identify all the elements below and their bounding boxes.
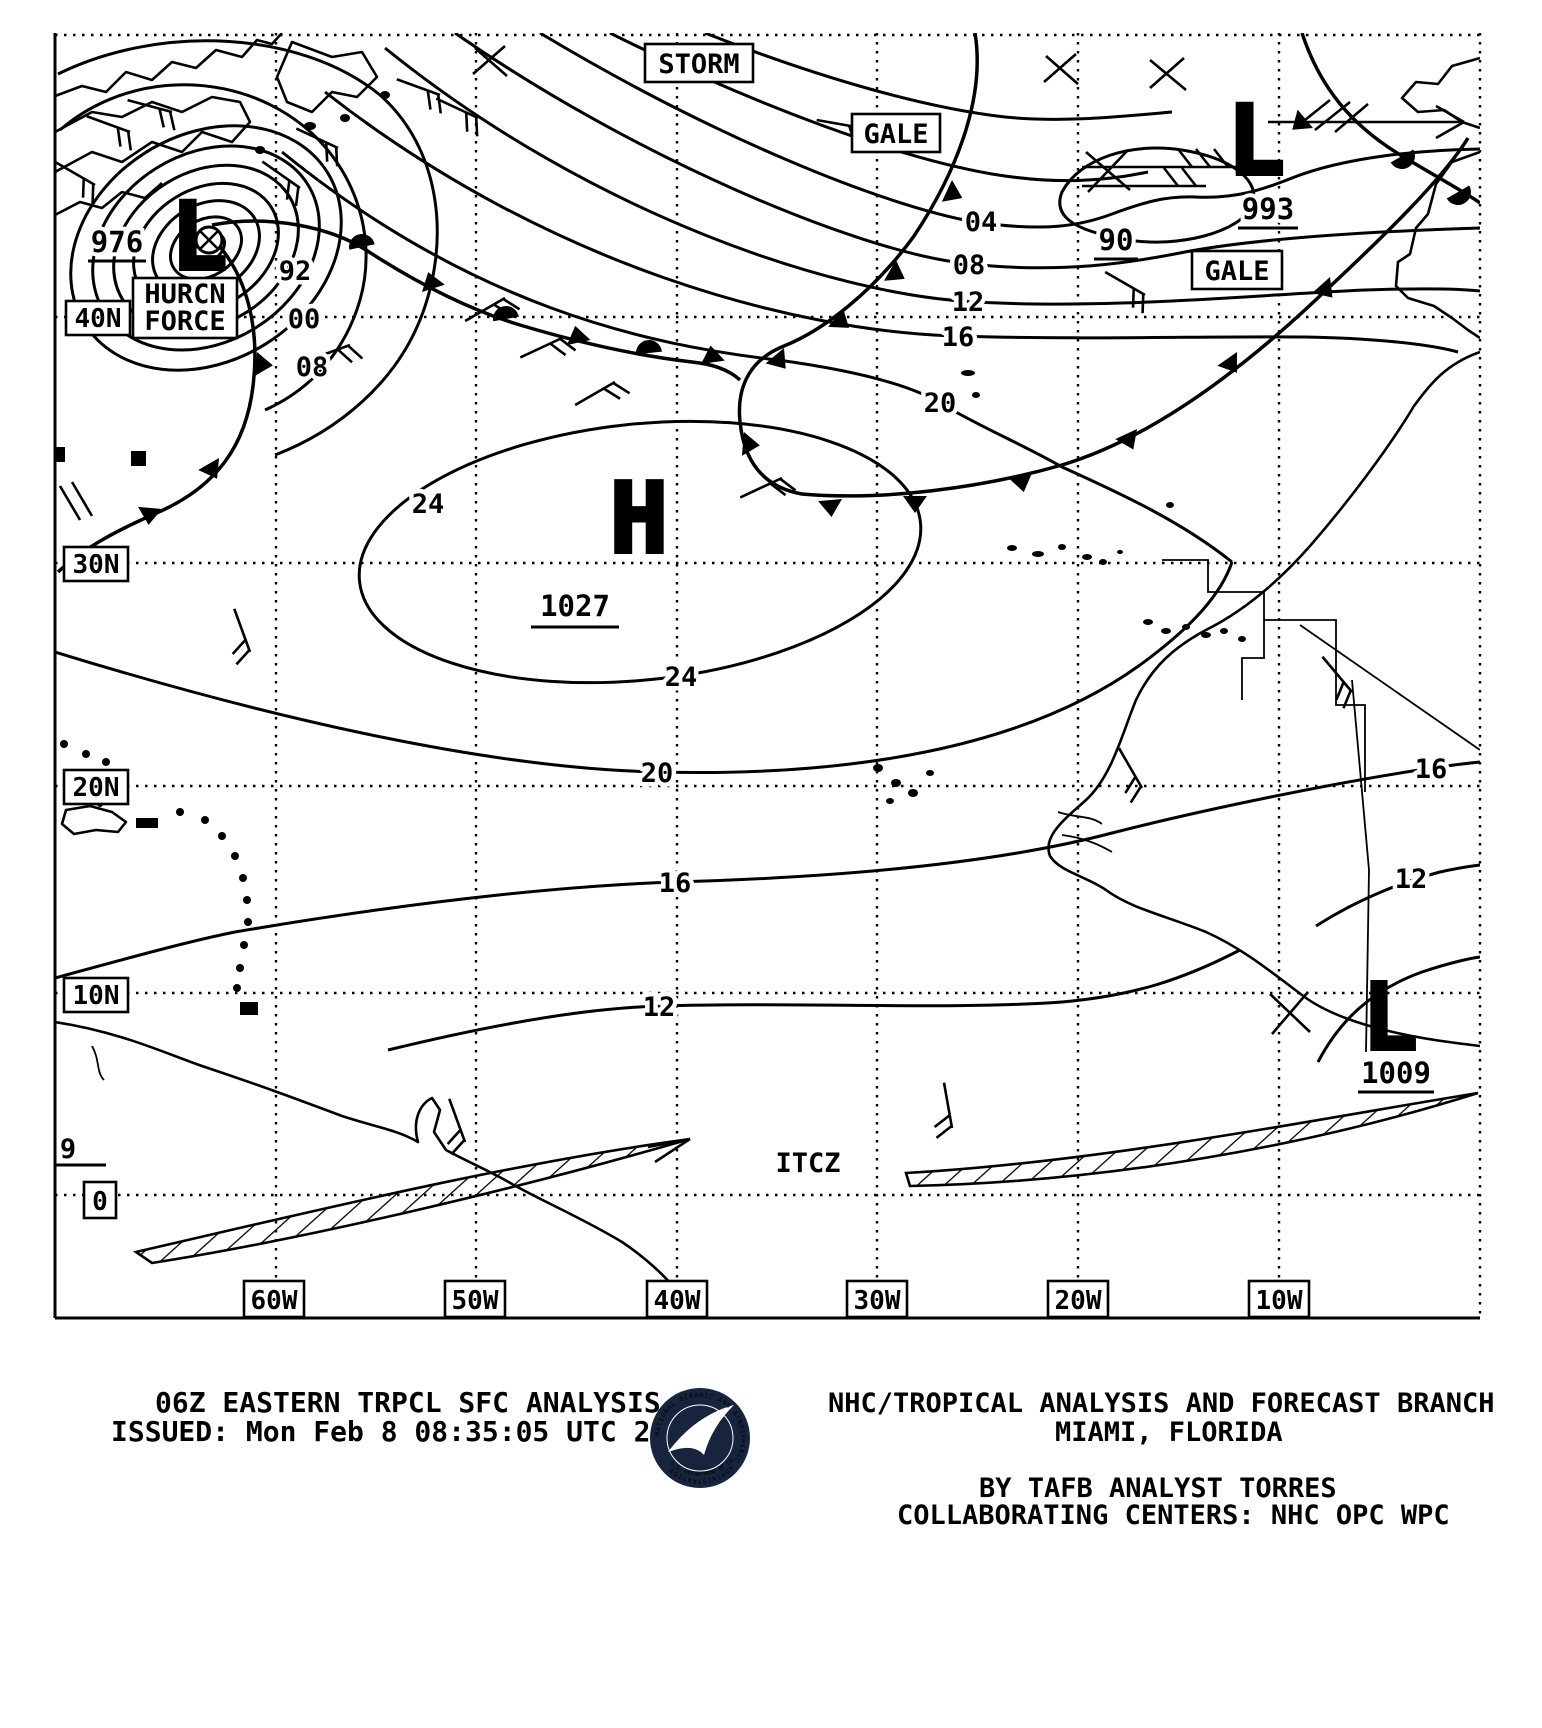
low-se-pressure: 1009 — [1361, 1056, 1431, 1090]
storm-label: STORM — [658, 49, 739, 80]
wind-barbs — [55, 77, 1358, 1156]
equator-label: 0 — [92, 1187, 108, 1217]
coastlines — [55, 33, 1480, 1318]
lon-40w-label: 40W — [654, 1286, 701, 1316]
isobar-label: 16 — [1415, 754, 1448, 785]
lon-30w-label: 30W — [854, 1286, 901, 1316]
hurricane-symbol — [194, 225, 224, 255]
cross-marks — [58, 45, 1311, 1035]
lat-30n-label: 30N — [73, 550, 120, 580]
gale-north-label: GALE — [863, 119, 928, 150]
noaa-bottom-text: U.S. DEPARTMENT OF COMMERCE — [0, 0, 735, 1478]
itcz-band — [132, 1091, 1479, 1265]
caption-collab-line: COLLABORATING CENTERS: NHC OPC WPC — [897, 1500, 1450, 1531]
graticule — [55, 33, 1480, 1318]
map-content: L 976 L 993 90 L 1009 H 1027 92 00 08 — [55, 33, 1480, 1318]
lon-50w-label: 50W — [452, 1286, 499, 1316]
caption-analyst-line: BY TAFB ANALYST TORRES — [979, 1473, 1337, 1504]
warning-labels: STORM GALE GALE HURCN FORCE — [131, 42, 1284, 340]
caption-agency-line2: MIAMI, FLORIDA — [1055, 1417, 1283, 1448]
high-pressure: 1027 — [540, 589, 610, 623]
pressure-systems: L 976 L 993 90 L 1009 H 1027 — [87, 83, 1435, 1094]
isobar-label: 12 — [1395, 864, 1428, 895]
lon-10w-label: 10W — [1256, 1286, 1303, 1316]
caption-title-line2: ISSUED: Mon Feb 8 08:35:05 UTC 2021 — [111, 1415, 701, 1448]
low-ne-symbol: L — [1227, 85, 1285, 197]
isobar-label: 92 — [279, 256, 312, 287]
isobar-label: 20 — [641, 758, 674, 789]
noaa-logo-icon: NATIONAL OCEANIC AND ATMOSPHERIC ADMINIS… — [0, 0, 750, 1488]
gale-north-box — [850, 112, 942, 154]
isobar-label: 16 — [942, 322, 975, 353]
isobar-label: 12 — [952, 287, 985, 318]
gale-east-label: GALE — [1204, 256, 1269, 287]
isobar-label: 24 — [665, 662, 698, 693]
gale-east-box — [1190, 249, 1284, 291]
isobar-label: 08 — [296, 352, 329, 383]
caption-agency-line1: NHC/TROPICAL ANALYSIS AND FORECAST BRANC… — [828, 1388, 1494, 1419]
isobar-value-labels: 92 00 08 04 08 12 16 20 24 24 20 16 12 1… — [55, 203, 1452, 1184]
lon-20w-label: 20W — [1055, 1286, 1102, 1316]
country-borders — [1162, 559, 1480, 1053]
motion-arrow — [1268, 98, 1465, 140]
hurcn-force-box — [131, 276, 239, 340]
low-nw-pressure: 976 — [91, 225, 143, 259]
isobar-label: 00 — [288, 304, 321, 335]
lat-20n-label: 20N — [73, 773, 120, 803]
storm-box — [643, 42, 755, 84]
isobar-label: 16 — [659, 868, 692, 899]
gale-barbs-near-993-low — [1082, 148, 1240, 188]
graticule-labels: 40N 30N 20N 10N 0 60W 50W 40W 30W 20W 10… — [62, 299, 1311, 1318]
isobar-label: 12 — [643, 992, 676, 1023]
low-se-symbol: L — [1362, 964, 1417, 1071]
lon-60w-label: 60W — [251, 1286, 298, 1316]
hurcn-force-line2: FORCE — [144, 306, 225, 337]
isobar-label: 08 — [953, 250, 986, 281]
lat-40n-label: 40N — [75, 304, 122, 334]
itcz-label: ITCZ — [775, 1148, 840, 1179]
low-ne-inner-isobar: 90 — [1099, 223, 1134, 257]
isobars — [55, 33, 1480, 1063]
lat-10n-label: 10N — [73, 981, 120, 1011]
isobar-label: 20 — [924, 388, 957, 419]
caption-title-line1: 06Z EASTERN TRPCL SFC ANALYSIS — [155, 1386, 661, 1419]
svg-text:U.S. DEPARTMENT OF COMMERCE: U.S. DEPARTMENT OF COMMERCE — [0, 0, 735, 1478]
isobar-label: 24 — [412, 489, 445, 520]
low-ne-pressure: 993 — [1242, 192, 1294, 226]
caption-block: 06Z EASTERN TRPCL SFC ANALYSIS ISSUED: M… — [111, 1386, 1494, 1531]
high-symbol: H — [610, 462, 668, 575]
edge-partial-label: 9 — [60, 1134, 76, 1165]
isobar-label: 04 — [965, 207, 998, 238]
hurcn-force-line1: HURCN — [144, 279, 225, 310]
